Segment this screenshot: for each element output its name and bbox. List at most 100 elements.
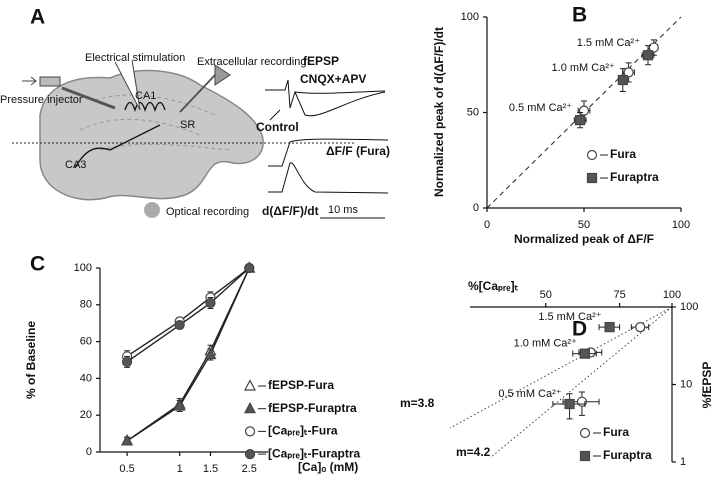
x-axis-title: %[Caₚᵣₑ]ₜ xyxy=(468,279,519,293)
annotation: m=3.8 xyxy=(400,396,435,410)
legend-marker xyxy=(244,449,256,460)
annotation: 1.0 mM Ca²⁺ xyxy=(552,62,615,74)
legend-label: Fura xyxy=(610,147,636,161)
point xyxy=(578,105,590,116)
optical-spot xyxy=(144,202,160,218)
annotation: 0.5 mM Ca²⁺ xyxy=(498,388,561,400)
label: CNQX+APV xyxy=(300,72,366,86)
annotation: 1.5 mM Ca²⁺ xyxy=(577,37,640,49)
point xyxy=(575,115,586,126)
slice xyxy=(39,69,264,201)
layers xyxy=(79,94,231,151)
point xyxy=(579,348,591,359)
legend-marker xyxy=(579,427,591,439)
label: CA3 xyxy=(65,159,86,171)
legend-label: Furaptra xyxy=(610,170,659,184)
point xyxy=(635,322,646,333)
label: Control xyxy=(256,120,299,134)
panel-label: D xyxy=(572,318,587,341)
y-tick-label: 100 xyxy=(74,262,92,274)
y-axis-title: Normalized peak of d(ΔF/F)/dt xyxy=(432,27,446,197)
x-tick-label: 0 xyxy=(484,219,490,231)
x-tick-label: 100 xyxy=(672,219,690,231)
point xyxy=(244,262,255,274)
x-tick-label: 75 xyxy=(613,289,625,301)
y-tick-label: 80 xyxy=(80,299,92,311)
y-tick-label: 100 xyxy=(461,11,479,23)
point xyxy=(173,399,186,411)
series-line xyxy=(126,267,250,442)
legend-marker xyxy=(244,379,256,391)
y-tick-label: 20 xyxy=(80,409,92,421)
x-tick-label: 50 xyxy=(540,289,552,301)
x-tick-label: 1 xyxy=(177,463,183,475)
annotation: m=4.2 xyxy=(456,445,491,459)
legend-label: fEPSP-Fura xyxy=(268,378,334,392)
panel-label: C xyxy=(30,253,45,276)
trace-dff xyxy=(268,138,389,167)
legend-label: fEPSP-Furaptra xyxy=(268,401,357,415)
series-line xyxy=(126,267,250,442)
annotation: 0.5 mM Ca²⁺ xyxy=(509,102,572,114)
legend-marker xyxy=(586,149,598,161)
legend-marker xyxy=(244,401,256,414)
x-tick-label: 1.5 xyxy=(203,463,218,475)
label: d(ΔF/F)/dt xyxy=(262,204,319,218)
panel-label: A xyxy=(30,6,45,29)
label: Electrical stimulation xyxy=(85,52,185,64)
rec-pipette xyxy=(179,74,216,113)
slope-line xyxy=(489,306,673,459)
point xyxy=(604,322,615,333)
point xyxy=(648,42,659,53)
point xyxy=(204,347,217,360)
y-tick-label: 1 xyxy=(680,456,686,468)
legend-label: [Caₚᵣₑ]ₜ-Fura xyxy=(268,424,338,438)
trace-deriv xyxy=(268,162,389,194)
y-tick-label: 10 xyxy=(680,378,692,390)
neurons xyxy=(74,101,166,169)
legend-label: [Caₚᵣₑ]ₜ-Furaptra xyxy=(268,446,361,460)
y-tick-label: 100 xyxy=(680,301,698,313)
point xyxy=(564,398,575,410)
x-axis-title: Normalized peak of ΔF/F xyxy=(514,232,654,246)
x-axis-title: [Ca]ₒ (mM) xyxy=(298,460,358,474)
label: fEPSP xyxy=(303,54,339,68)
panel-label: B xyxy=(572,4,587,27)
point xyxy=(642,50,654,61)
pointer xyxy=(269,109,281,121)
x-tick-label: 0.5 xyxy=(119,463,134,475)
label: SR xyxy=(180,119,195,131)
point xyxy=(623,67,634,78)
point xyxy=(205,297,216,309)
point xyxy=(174,319,185,331)
injector-arrow xyxy=(22,76,37,86)
label: CA1 xyxy=(135,90,156,102)
injector xyxy=(39,76,61,87)
trace-control xyxy=(265,79,386,117)
legend-label: Fura xyxy=(603,425,629,439)
y-tick-label: 40 xyxy=(80,372,92,384)
point xyxy=(121,434,134,446)
y-tick-label: 0 xyxy=(473,202,479,214)
x-tick-label: 100 xyxy=(663,289,681,301)
legend-label: Furaptra xyxy=(603,448,652,462)
legend-marker xyxy=(579,450,591,462)
y-axis-title: %fEPSP xyxy=(700,362,714,409)
amplifier xyxy=(214,64,231,86)
series-line xyxy=(126,267,250,357)
trace-cnqx xyxy=(294,90,386,94)
label: 10 ms xyxy=(328,204,358,216)
series-line xyxy=(126,267,250,363)
x-tick-label: 2.5 xyxy=(242,463,257,475)
y-tick-label: 60 xyxy=(80,336,92,348)
label: ΔF/F (Fura) xyxy=(326,144,390,158)
label: Extracellular recording xyxy=(197,56,306,68)
stim-electrode xyxy=(114,59,141,111)
legend-marker xyxy=(244,426,256,437)
legend-marker xyxy=(586,172,598,184)
label: Optical recording xyxy=(166,206,249,218)
annotation: 1.5 mM Ca²⁺ xyxy=(538,311,601,323)
point xyxy=(617,74,628,86)
annotation: 1.0 mM Ca²⁺ xyxy=(514,338,577,350)
